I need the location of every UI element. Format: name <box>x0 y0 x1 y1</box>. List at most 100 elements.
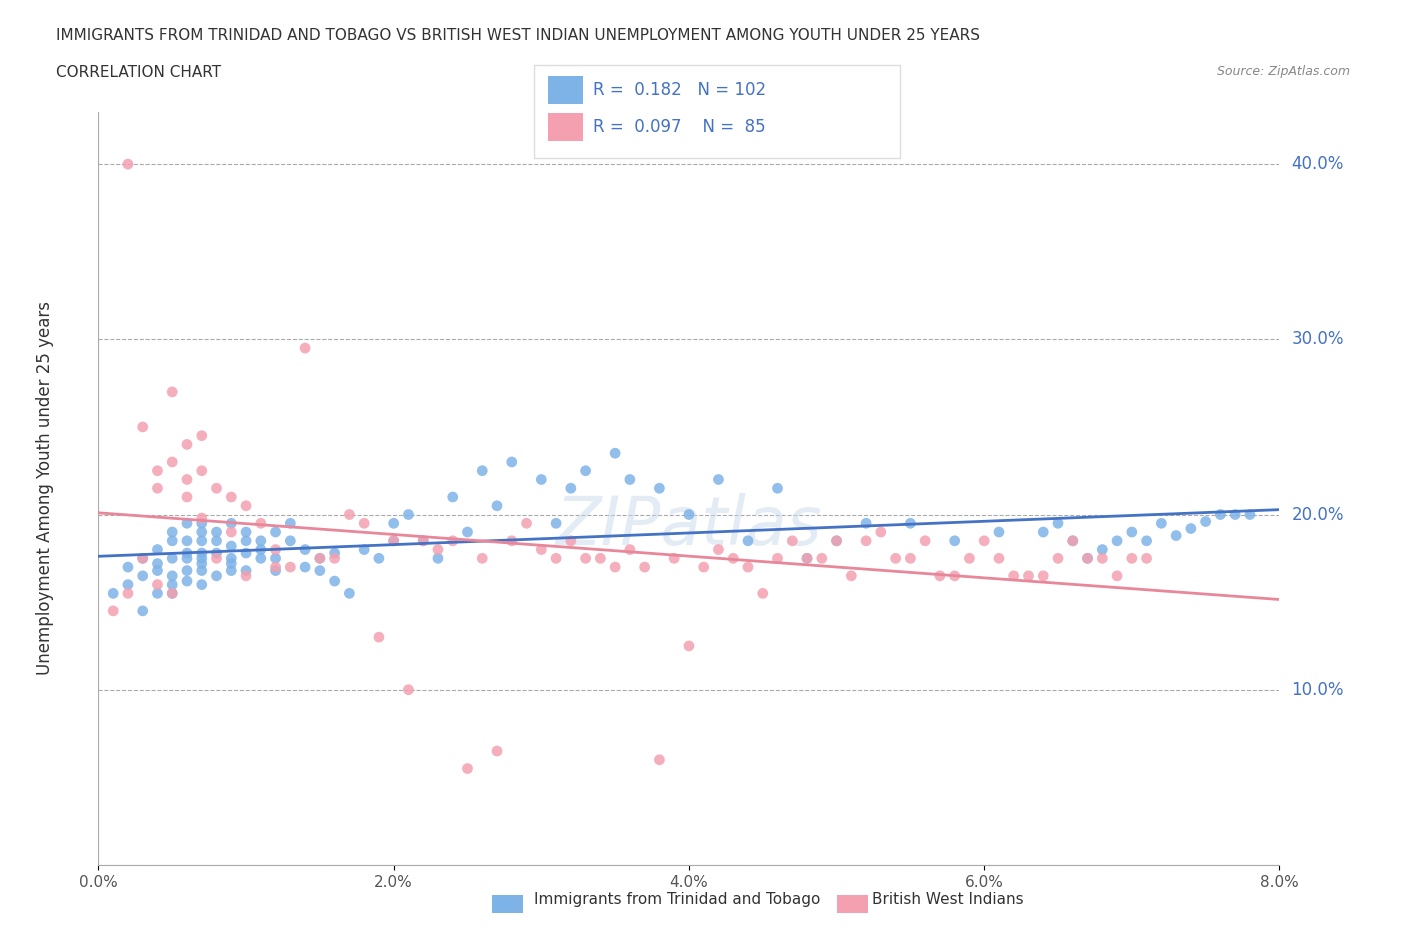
Point <box>575 551 598 565</box>
Point <box>546 516 568 531</box>
Point <box>1018 568 1040 583</box>
Point <box>235 568 257 583</box>
Point <box>707 472 730 487</box>
Point <box>162 455 183 470</box>
Point <box>221 556 243 571</box>
Point <box>146 542 169 557</box>
Point <box>146 481 169 496</box>
Point <box>146 586 169 601</box>
Point <box>264 551 287 565</box>
Point <box>162 578 183 592</box>
Point <box>988 551 1011 565</box>
Point <box>900 516 922 531</box>
Point <box>176 534 198 549</box>
Point <box>605 560 627 575</box>
Point <box>796 551 818 565</box>
Point <box>752 586 775 601</box>
Point <box>1062 534 1084 549</box>
Point <box>162 551 183 565</box>
Point <box>176 546 198 561</box>
Point <box>132 551 155 565</box>
Point <box>737 534 759 549</box>
Point <box>486 744 509 759</box>
Point <box>191 463 214 478</box>
Point <box>205 481 228 496</box>
Point <box>339 586 361 601</box>
Point <box>191 578 214 592</box>
Point <box>353 516 375 531</box>
Point <box>943 568 966 583</box>
Point <box>441 534 464 549</box>
Point <box>146 564 169 578</box>
Point <box>221 551 243 565</box>
Point <box>382 534 405 549</box>
Point <box>693 560 716 575</box>
Point <box>132 419 155 434</box>
Point <box>988 525 1011 539</box>
Point <box>309 564 332 578</box>
Point <box>191 546 214 561</box>
Point <box>678 639 700 654</box>
Point <box>1077 551 1099 565</box>
Point <box>486 498 509 513</box>
Point <box>205 551 228 565</box>
Point <box>176 564 198 578</box>
Text: Unemployment Among Youth under 25 years: Unemployment Among Youth under 25 years <box>37 301 55 675</box>
Point <box>176 551 198 565</box>
Point <box>235 498 257 513</box>
Point <box>221 525 243 539</box>
Point <box>205 525 228 539</box>
Point <box>309 551 332 565</box>
Point <box>1225 507 1247 522</box>
Point <box>382 534 405 549</box>
Point <box>162 586 183 601</box>
Point <box>280 560 302 575</box>
Point <box>294 340 316 355</box>
Text: 30.0%: 30.0% <box>1291 330 1344 349</box>
Point <box>205 568 228 583</box>
Point <box>782 534 804 549</box>
Point <box>353 542 375 557</box>
Point <box>162 384 183 399</box>
Point <box>235 564 257 578</box>
Text: Source: ZipAtlas.com: Source: ZipAtlas.com <box>1216 65 1350 78</box>
Point <box>1002 568 1025 583</box>
Point <box>280 534 302 549</box>
Point <box>205 534 228 549</box>
Point <box>294 542 316 557</box>
Text: 10.0%: 10.0% <box>1291 681 1344 698</box>
Point <box>398 507 420 522</box>
Point <box>1046 551 1070 565</box>
Point <box>501 534 523 549</box>
Text: CORRELATION CHART: CORRELATION CHART <box>56 65 221 80</box>
Point <box>382 516 405 531</box>
Point <box>457 761 479 776</box>
Text: British West Indians: British West Indians <box>872 892 1024 907</box>
Point <box>132 604 155 618</box>
Point <box>132 568 155 583</box>
Point <box>1121 525 1143 539</box>
Text: R =  0.097    N =  85: R = 0.097 N = 85 <box>593 118 766 137</box>
Point <box>471 463 494 478</box>
Point <box>707 542 730 557</box>
Point <box>250 551 273 565</box>
Point <box>1209 507 1232 522</box>
Point <box>648 481 671 496</box>
Point <box>1150 516 1173 531</box>
Text: R =  0.182   N = 102: R = 0.182 N = 102 <box>593 81 766 100</box>
Point <box>250 534 273 549</box>
Point <box>929 568 952 583</box>
Text: Immigrants from Trinidad and Tobago: Immigrants from Trinidad and Tobago <box>534 892 821 907</box>
Point <box>841 568 863 583</box>
Point <box>605 445 627 460</box>
Point <box>723 551 745 565</box>
Point <box>1091 542 1114 557</box>
Point <box>737 560 759 575</box>
Point <box>250 516 273 531</box>
Point <box>1136 534 1159 549</box>
Point <box>1195 514 1218 529</box>
Point <box>250 542 273 557</box>
Point <box>546 551 568 565</box>
Point <box>619 542 641 557</box>
Point <box>176 574 198 589</box>
